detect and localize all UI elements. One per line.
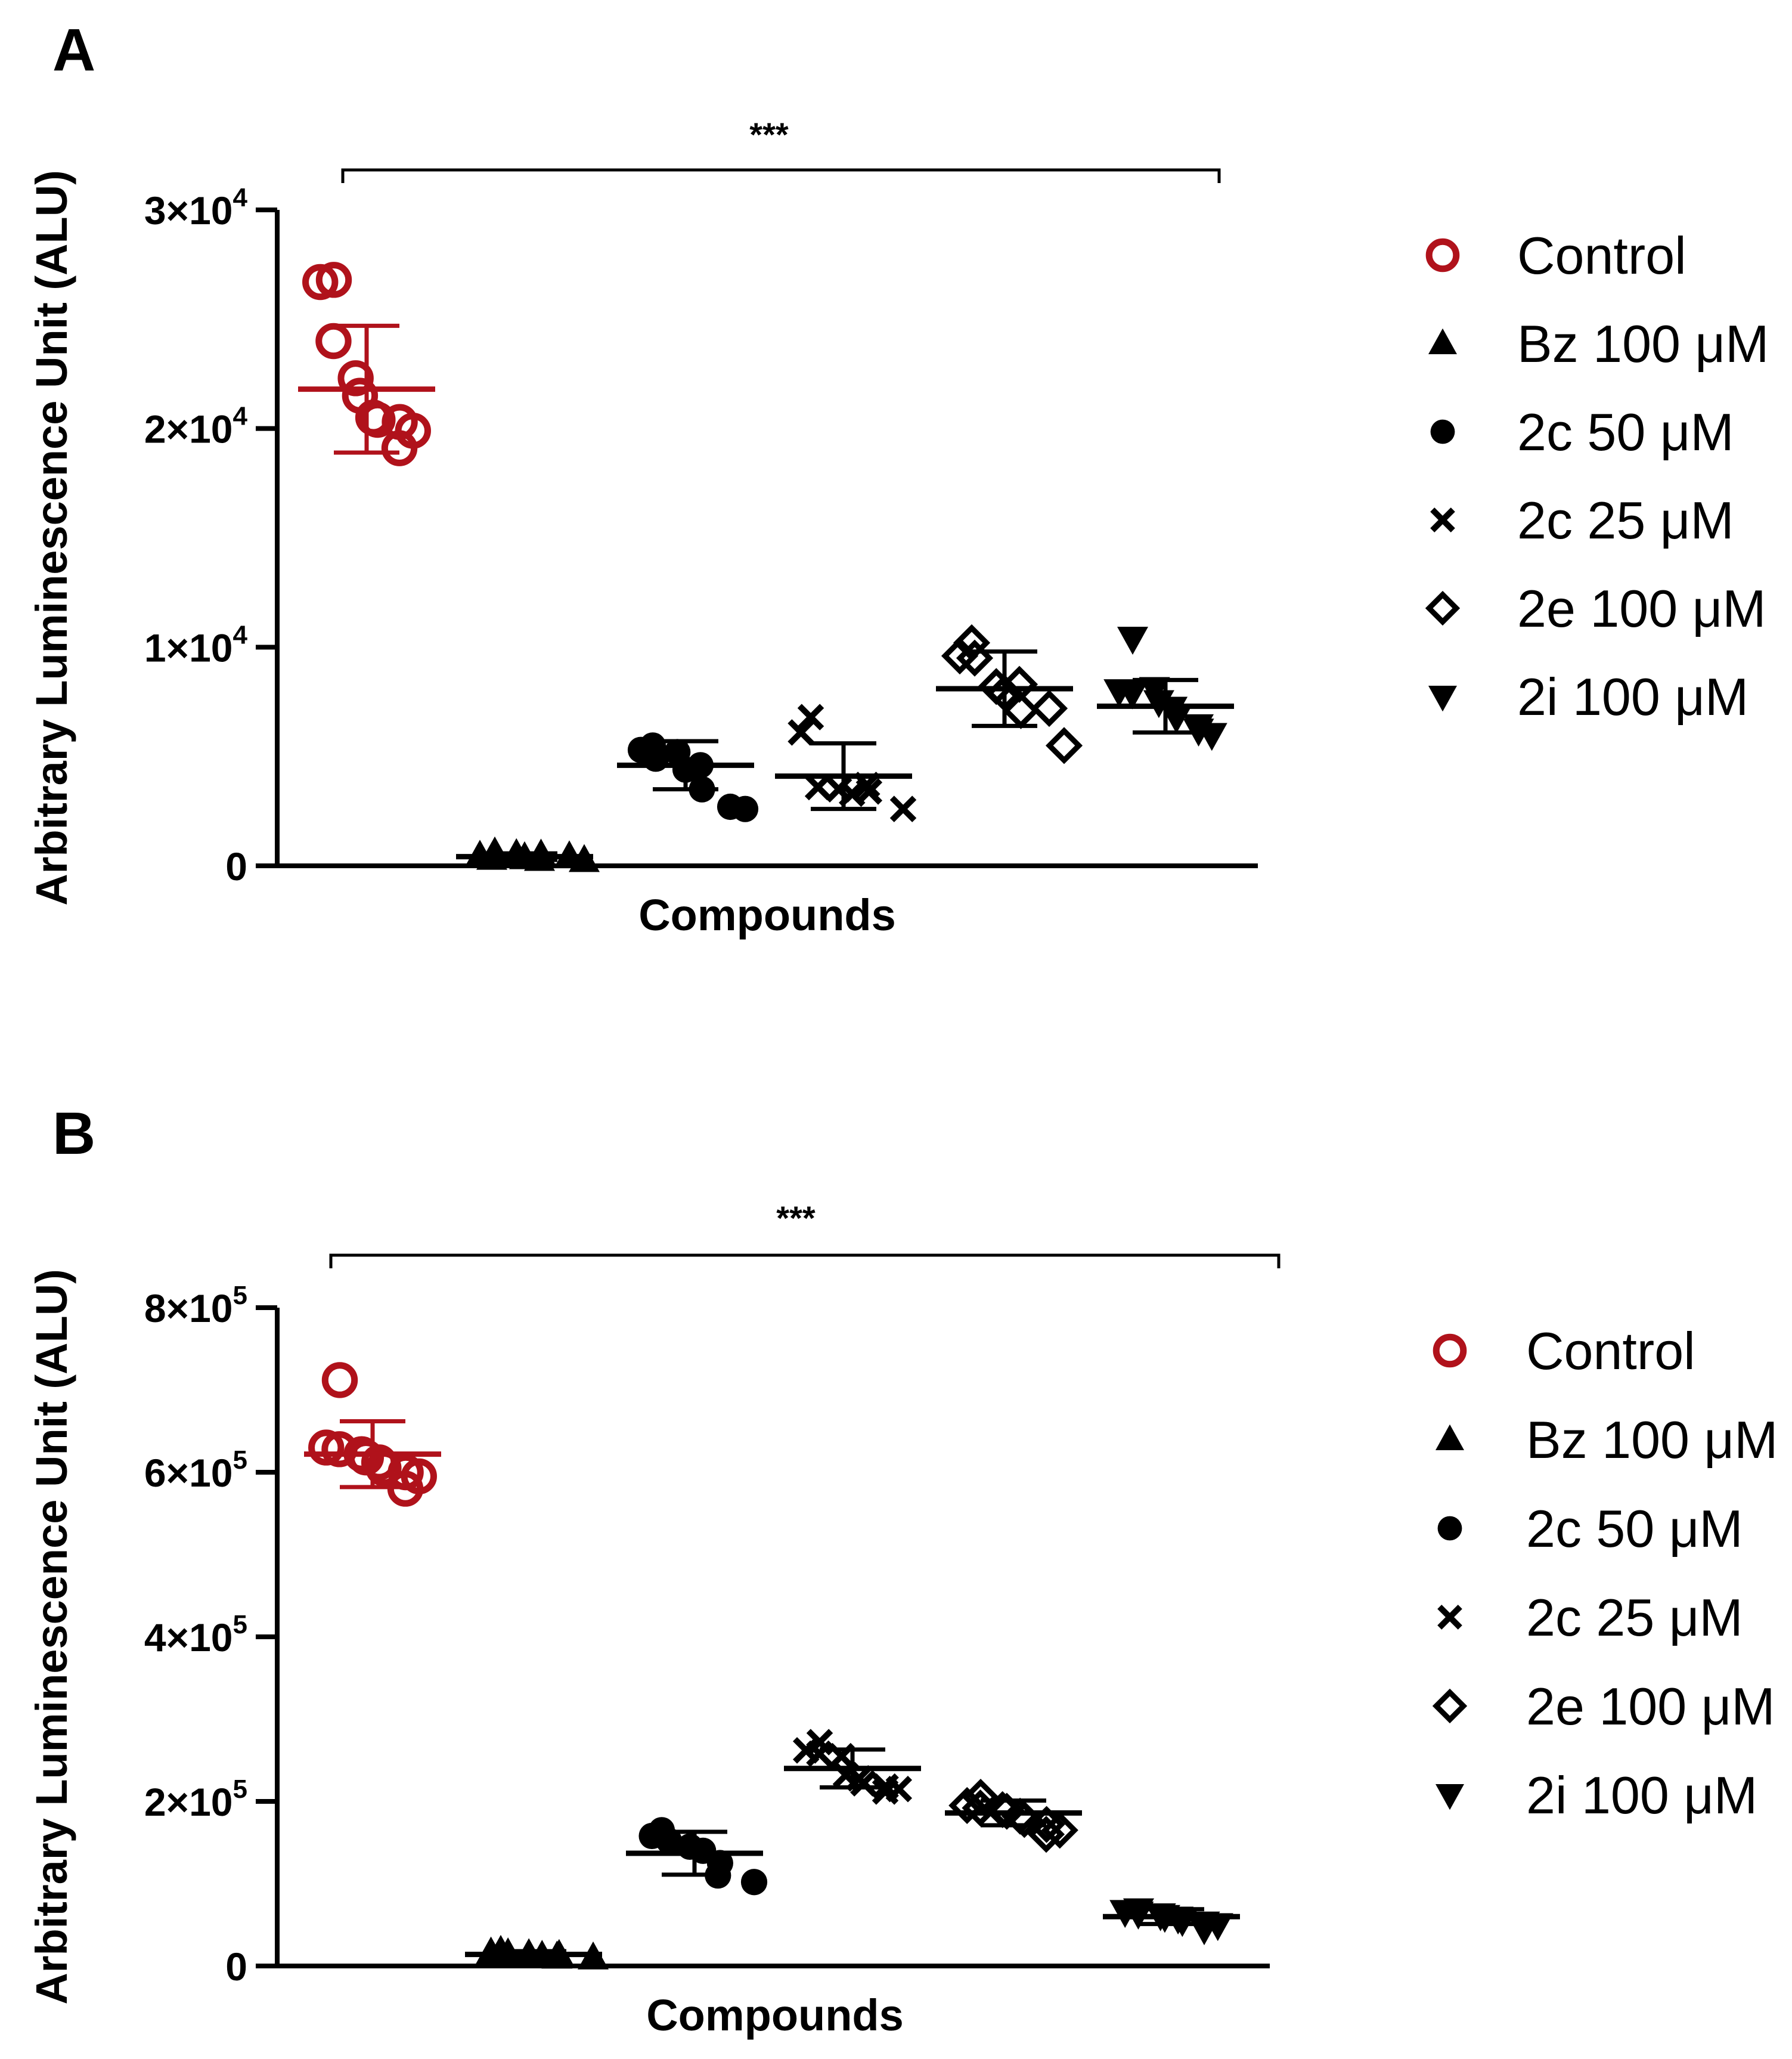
legend-label: 2i 100 μM [1517,667,1748,726]
data-point [1027,1816,1065,1853]
legend-marker [1433,1333,1467,1368]
y-tick-label: 0 [225,844,247,888]
legend-label: 2c 25 μM [1517,491,1734,550]
data-point [850,1770,877,1797]
data-point [308,1429,345,1466]
y-tick-label: 0 [225,1945,247,1989]
data-point [804,773,832,801]
legend-label: Bz 100 μM [1526,1410,1778,1469]
panel-label: A [52,17,95,83]
legend-label: Control [1526,1321,1695,1380]
legend-label: 2e 100 μM [1526,1677,1775,1736]
y-tick-label: 6×105 [144,1445,247,1495]
significance-bracket [329,1253,1281,1268]
data-point [359,401,396,438]
legend-marker [1430,419,1455,444]
x-axis-title: Compounds [638,890,896,940]
significance-label: *** [749,116,789,153]
data-point [740,1869,768,1896]
data-point [948,1786,986,1824]
series-bz-100-m [465,1934,609,1970]
data-point [315,323,352,360]
data-point [1045,727,1083,764]
panel-label: B [52,1100,95,1167]
legend-marker [1428,686,1457,712]
data-point [1117,627,1148,655]
legend-marker [1437,1516,1462,1541]
legend-marker [1436,1424,1464,1450]
legend-label: 2e 100 μM [1517,579,1766,638]
series-control [304,1362,441,1507]
significance-label: *** [776,1199,816,1237]
series-control [298,262,435,466]
data-point [797,704,824,730]
y-tick-label: 3×104 [144,183,248,233]
legend-label: 2c 50 μM [1526,1499,1743,1558]
data-point [889,795,917,822]
legend-marker [1430,507,1455,532]
series-2c-25-m [775,704,917,822]
legend: Control Bz 100 μM 2c 50 μM 2c 25 μM 2e 100 μ… [1432,1321,1778,1825]
series-2c-50-m [617,732,759,822]
legend-marker [1425,590,1461,626]
legend-marker [1437,1605,1462,1630]
legend-label: 2i 100 μM [1526,1766,1757,1825]
data-point [381,430,418,466]
y-tick-label: 8×105 [144,1281,247,1330]
data-point [962,1789,999,1827]
y-tick-label: 4×105 [144,1610,247,1659]
legend-label: 2c 25 μM [1526,1588,1743,1647]
data-point [1117,681,1148,710]
data-point [321,1362,358,1398]
data-point [315,262,352,298]
legend: Control Bz 100 μM 2c 50 μM 2c 25 μM 2e 100 μ… [1425,226,1769,726]
data-point [731,795,759,822]
data-point [1183,714,1214,742]
legend-marker [1428,328,1457,354]
data-point [806,1740,833,1767]
data-point [1161,705,1192,733]
series-2c-25-m [784,1729,921,1805]
data-point [656,1828,683,1854]
legend-marker [1432,1688,1468,1724]
y-tick-label: 2×104 [144,402,248,451]
y-axis-title: Arbitrary Luminescence Unit (ALU) [27,170,76,906]
series-bz-100-m [456,836,600,872]
significance-bracket [341,168,1221,183]
y-axis-title: Arbitrary Luminescence Unit (ALU) [27,1269,76,2005]
data-point [1030,689,1068,727]
x-axis-title: Compounds [646,1990,904,2040]
y-tick-label: 1×104 [144,620,248,670]
legend-label: Control [1517,226,1686,285]
y-tick-label: 2×105 [144,1775,247,1824]
data-point [788,719,814,746]
data-point [337,360,374,397]
series-2e-100-m [945,1779,1082,1853]
legend-label: Bz 100 μM [1517,314,1769,373]
series-2e-100-m [936,624,1083,764]
data-point [872,1778,899,1805]
chart-panel-b: B 0 2×105 4×105 6×105 8×105 Arbitrary Luminesc… [27,1100,1778,2040]
legend-marker [1436,1784,1464,1810]
chart-panel-a: A 0 1×104 2×104 3×104 Arbitrary Luminescence … [27,17,1769,940]
series-2i-100-m [1103,1898,1240,1946]
series-2i-100-m [1097,627,1234,751]
data-point [855,778,883,805]
series-2c-50-m [626,1817,768,1896]
data-point [302,264,339,301]
legend-label: 2c 50 μM [1517,402,1734,462]
legend-marker [1425,238,1460,273]
